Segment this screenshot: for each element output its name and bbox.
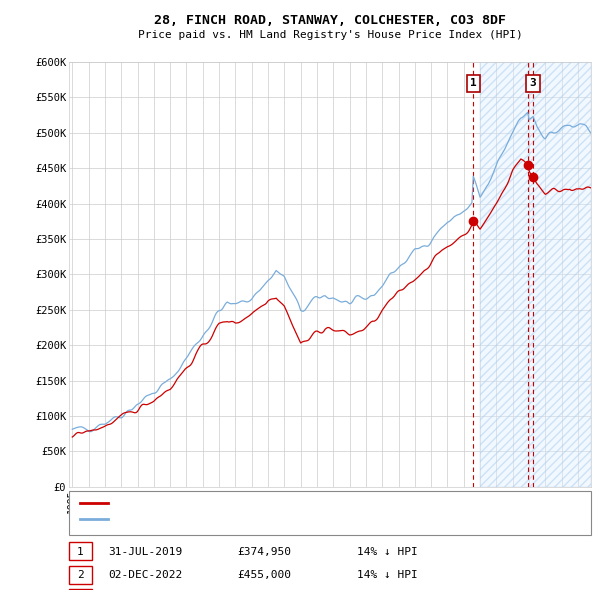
Bar xyxy=(480,62,591,487)
Text: 3: 3 xyxy=(530,78,536,88)
Text: 1: 1 xyxy=(470,78,476,88)
Bar xyxy=(480,62,591,487)
Text: 28, FINCH ROAD, STANWAY, COLCHESTER, CO3 8DF (detached house): 28, FINCH ROAD, STANWAY, COLCHESTER, CO3… xyxy=(115,498,473,507)
Text: 14% ↓ HPI: 14% ↓ HPI xyxy=(357,571,418,580)
Text: HPI: Average price, detached house, Colchester: HPI: Average price, detached house, Colc… xyxy=(115,514,385,524)
Text: £374,950: £374,950 xyxy=(237,547,291,556)
Text: £455,000: £455,000 xyxy=(237,571,291,580)
Text: 1: 1 xyxy=(77,547,84,556)
Text: Price paid vs. HM Land Registry's House Price Index (HPI): Price paid vs. HM Land Registry's House … xyxy=(137,31,523,40)
Text: 14% ↓ HPI: 14% ↓ HPI xyxy=(357,547,418,556)
Text: 2: 2 xyxy=(77,571,84,580)
Text: 31-JUL-2019: 31-JUL-2019 xyxy=(108,547,182,556)
Text: 02-DEC-2022: 02-DEC-2022 xyxy=(108,571,182,580)
Text: 28, FINCH ROAD, STANWAY, COLCHESTER, CO3 8DF: 28, FINCH ROAD, STANWAY, COLCHESTER, CO3… xyxy=(154,14,506,27)
